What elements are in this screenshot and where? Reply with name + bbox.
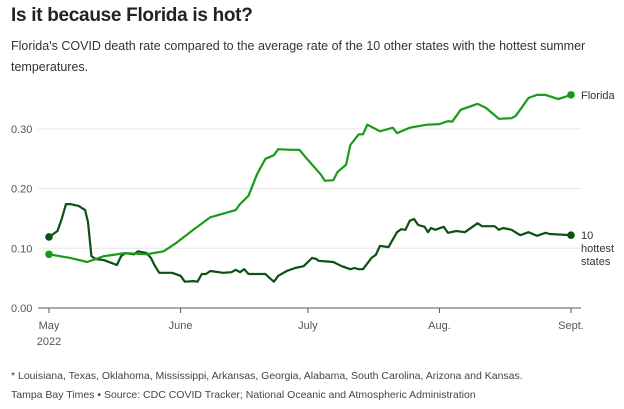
y-tick-label: 0.30 (11, 124, 32, 136)
gridlines (38, 128, 581, 249)
y-tick-label: 0.20 (11, 184, 32, 196)
series-start-dot (45, 233, 53, 241)
x-tick-label: July (298, 320, 318, 332)
y-tick-label: 0.10 (11, 243, 32, 255)
series-label: states (581, 256, 611, 268)
series-lines (45, 91, 575, 283)
footnote: * Louisiana, Texas, Oklahoma, Mississipp… (11, 370, 523, 382)
source-credit: Tampa Bay Times • Source: CDC COVID Trac… (11, 389, 476, 401)
series-start-dot (45, 250, 53, 259)
chart-subtitle: Florida's COVID death rate compared to t… (11, 39, 586, 74)
x-tick-label: Sept. (558, 320, 584, 332)
x-tick-sublabel: 2022 (37, 336, 61, 348)
series-line-florida (47, 93, 573, 264)
series-end-dot (567, 231, 575, 239)
series-label: Florida (581, 90, 616, 102)
y-axis: 0.00 0.10 0.20 0.30 (11, 124, 32, 315)
x-tick-label: May (39, 320, 60, 332)
series-label: hottest (581, 243, 614, 255)
x-tick-label: June (169, 320, 193, 332)
x-axis: May 2022 June July Aug. Sept. (37, 307, 584, 348)
y-tick-label: 0.00 (11, 303, 32, 315)
series-line-hottest-states (47, 203, 573, 283)
series-end-dot (567, 91, 575, 99)
x-tick-label: Aug. (428, 320, 451, 332)
series-label: 10 (581, 230, 593, 242)
chart-title: Is it because Florida is hot? (11, 5, 253, 26)
